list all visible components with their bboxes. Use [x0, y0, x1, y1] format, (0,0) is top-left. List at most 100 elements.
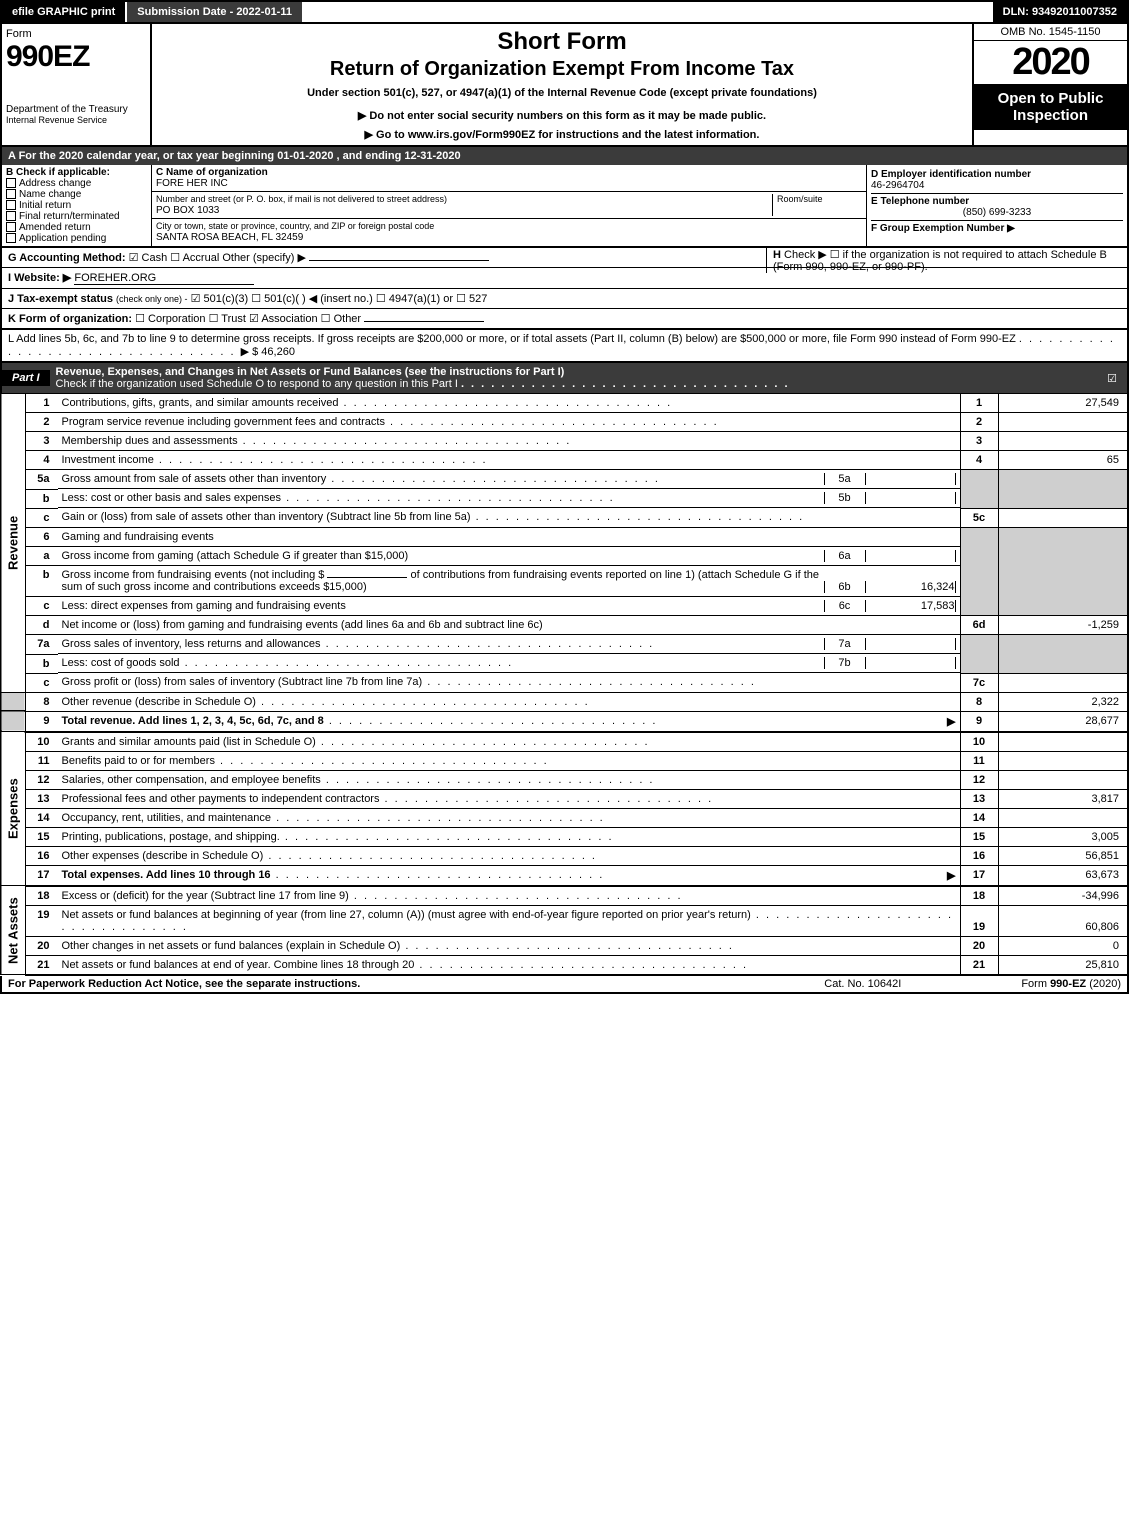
- line-7c-num: 7c: [960, 673, 998, 692]
- part-1-checkbox[interactable]: ☑: [1097, 372, 1127, 385]
- tel-label: E Telephone number: [871, 196, 969, 207]
- line-11-text: Benefits paid to or for members: [58, 751, 961, 770]
- line-6-text: Gaming and fundraising events: [58, 527, 961, 546]
- side-revenue: Revenue: [1, 394, 26, 692]
- form-header: Form 990EZ Department of the Treasury In…: [0, 24, 1129, 147]
- part-1-check-text: Check if the organization used Schedule …: [56, 378, 458, 390]
- group-label: F Group Exemption Number ▶: [871, 223, 1015, 234]
- line-10-amt: [998, 732, 1128, 752]
- line-13-text: Professional fees and other payments to …: [58, 789, 961, 808]
- check-amended[interactable]: Amended return: [6, 222, 147, 233]
- row-g-h: G Accounting Method: ☑ Cash ☐ Accrual Ot…: [0, 248, 1129, 268]
- form-label: Form: [6, 28, 146, 40]
- line-11-amt: [998, 751, 1128, 770]
- line-5c-text: Gain or (loss) from sale of assets other…: [58, 508, 961, 527]
- tax-year-banner: A For the 2020 calendar year, or tax yea…: [0, 147, 1129, 165]
- form-number: 990EZ: [6, 40, 146, 74]
- city-label: City or town, state or province, country…: [156, 221, 434, 231]
- line-7a: Gross sales of inventory, less returns a…: [58, 635, 960, 654]
- line-3-amt: [998, 432, 1128, 451]
- k-other[interactable]: ☐ Other: [321, 313, 361, 325]
- line-16-amt: 56,851: [998, 846, 1128, 865]
- l-arrow: ▶: [241, 346, 249, 358]
- line-10-num: 10: [960, 732, 998, 752]
- warning-ssn: ▶ Do not enter social security numbers o…: [156, 109, 968, 122]
- line-13-amt: 3,817: [998, 789, 1128, 808]
- instructions-link[interactable]: ▶ Go to www.irs.gov/Form990EZ for instru…: [156, 128, 968, 141]
- line-19-num: 19: [960, 905, 998, 936]
- j-527[interactable]: ☐ 527: [456, 293, 487, 305]
- check-pending[interactable]: Application pending: [6, 233, 147, 244]
- line-17-text: Total expenses. Add lines 10 through 16▶: [58, 865, 961, 886]
- line-1-text: Contributions, gifts, grants, and simila…: [58, 394, 961, 413]
- line-6a: Gross income from gaming (attach Schedul…: [58, 547, 960, 566]
- line-2-amt: [998, 413, 1128, 432]
- row-l: L Add lines 5b, 6c, and 7b to line 9 to …: [0, 330, 1129, 363]
- g-cash[interactable]: ☑ Cash: [129, 252, 168, 264]
- tax-year: 2020: [974, 41, 1127, 84]
- check-final-return[interactable]: Final return/terminated: [6, 211, 147, 222]
- side-expenses: Expenses: [1, 732, 26, 886]
- street-label: Number and street (or P. O. box, if mail…: [156, 194, 447, 204]
- g-accrual[interactable]: ☐ Accrual: [170, 252, 219, 264]
- website-value[interactable]: FOREHER.ORG: [74, 272, 254, 285]
- g-other[interactable]: Other (specify) ▶: [222, 252, 306, 264]
- j-501c3[interactable]: ☑ 501(c)(3): [191, 293, 249, 305]
- line-6d-amt: -1,259: [998, 616, 1128, 635]
- line-6d-text: Net income or (loss) from gaming and fun…: [58, 616, 961, 635]
- open-to-public: Open to Public Inspection: [974, 84, 1127, 130]
- ein-label: D Employer identification number: [871, 169, 1031, 180]
- line-5c-num: 5c: [960, 508, 998, 527]
- check-address-change[interactable]: Address change: [6, 178, 147, 189]
- line-13-num: 13: [960, 789, 998, 808]
- j-501c[interactable]: ☐ 501(c)( ) ◀ (insert no.): [251, 293, 373, 305]
- footer-form: Form 990-EZ (2020): [1021, 978, 1121, 990]
- line-21-num: 21: [960, 955, 998, 975]
- line-14-text: Occupancy, rent, utilities, and maintena…: [58, 808, 961, 827]
- check-initial-return[interactable]: Initial return: [6, 200, 147, 211]
- line-6c: Less: direct expenses from gaming and fu…: [58, 597, 960, 616]
- line-3-num: 3: [960, 432, 998, 451]
- j-4947[interactable]: ☐ 4947(a)(1) or: [376, 293, 453, 305]
- line-1-num: 1: [960, 394, 998, 413]
- check-name-change[interactable]: Name change: [6, 189, 147, 200]
- side-net-assets: Net Assets: [1, 886, 26, 975]
- k-trust[interactable]: ☐ Trust: [209, 313, 246, 325]
- line-7b: Less: cost of goods sold7b: [58, 654, 960, 673]
- line-12-text: Salaries, other compensation, and employ…: [58, 770, 961, 789]
- line-2-text: Program service revenue including govern…: [58, 413, 961, 432]
- line-17-amt: 63,673: [998, 865, 1128, 886]
- i-label: I Website: ▶: [8, 272, 71, 284]
- title-short-form: Short Form: [156, 28, 968, 56]
- k-corp[interactable]: ☐ Corporation: [135, 313, 205, 325]
- line-4-text: Investment income: [58, 451, 961, 470]
- footer-cat: Cat. No. 10642I: [824, 978, 901, 990]
- section-b-label: B Check if applicable:: [6, 167, 147, 178]
- line-20-amt: 0: [998, 936, 1128, 955]
- line-5b: Less: cost or other basis and sales expe…: [58, 489, 960, 508]
- l-text: L Add lines 5b, 6c, and 7b to line 9 to …: [8, 333, 1016, 345]
- line-21-amt: 25,810: [998, 955, 1128, 975]
- title-return: Return of Organization Exempt From Incom…: [156, 58, 968, 81]
- part-1-header: Part I Revenue, Expenses, and Changes in…: [0, 363, 1129, 394]
- k-assoc[interactable]: ☑ Association: [249, 313, 318, 325]
- line-8-num: 8: [960, 692, 998, 711]
- part-1-title: Revenue, Expenses, and Changes in Net As…: [56, 366, 565, 378]
- line-1-amt: 27,549: [998, 394, 1128, 413]
- street-value: PO BOX 1033: [156, 205, 219, 216]
- efile-print-button[interactable]: efile GRAPHIC print: [2, 2, 127, 22]
- section-abc: B Check if applicable: Address change Na…: [0, 165, 1129, 248]
- footer-left: For Paperwork Reduction Act Notice, see …: [8, 978, 360, 990]
- department: Department of the Treasury: [6, 104, 146, 115]
- irs-label: Internal Revenue Service: [6, 115, 146, 125]
- line-9-num: 9: [960, 711, 998, 732]
- line-14-amt: [998, 808, 1128, 827]
- line-2-num: 2: [960, 413, 998, 432]
- line-8-text: Other revenue (describe in Schedule O): [58, 692, 961, 711]
- row-j: J Tax-exempt status (check only one) - ☑…: [0, 289, 1129, 309]
- line-15-amt: 3,005: [998, 827, 1128, 846]
- line-19-amt: 60,806: [998, 905, 1128, 936]
- k-label: K Form of organization:: [8, 313, 132, 325]
- part-1-label: Part I: [2, 370, 50, 386]
- line-18-text: Excess or (deficit) for the year (Subtra…: [58, 886, 961, 906]
